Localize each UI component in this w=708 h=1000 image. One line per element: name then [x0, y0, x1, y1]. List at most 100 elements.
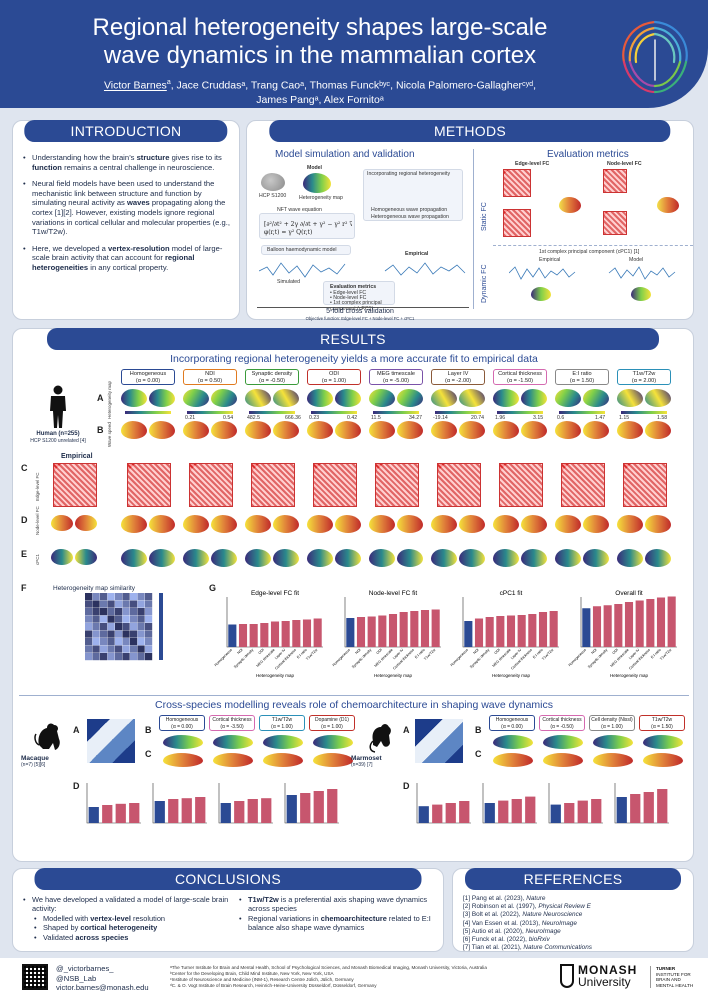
map-name: Homogeneous: [495, 717, 529, 723]
similarity-cell: [100, 593, 108, 601]
tick-label: T1w/T2w: [423, 648, 436, 661]
similarity-cell: [115, 653, 123, 661]
colorbar: [497, 411, 543, 414]
map-alpha: (α = -0.50): [550, 724, 574, 730]
cpc1-brain-4: [369, 549, 395, 567]
edge-fc-matrix-4: [375, 463, 419, 507]
node-fc-brain: [657, 197, 679, 213]
marmoset_maps-brain-1: [543, 735, 583, 749]
heterogeneity-brain-5: [459, 389, 485, 407]
incorporating-label: Incorporating regional heterogeneity: [367, 171, 451, 177]
colorbar-max: 0.54: [223, 415, 234, 421]
similarity-cell: [130, 593, 138, 601]
wave-speed-brain-6: [521, 421, 547, 439]
similarity-cell: [122, 638, 130, 646]
cpc1-empirical: Empirical: [539, 257, 561, 263]
similarity-cell: [145, 608, 153, 616]
tick-label: ODI: [376, 648, 383, 655]
conclusion-sub-2: Shaped by cortical heterogeneity: [23, 923, 233, 933]
first-author[interactable]: Victor Barnes: [103, 79, 167, 92]
marmoset_maps-brain-3: [643, 735, 683, 749]
node-fc-brain-4: [369, 515, 395, 533]
colorbar-max: 666.36: [285, 415, 301, 421]
bar: [564, 803, 575, 823]
empirical-cpc1-brain-2: [75, 549, 97, 565]
marmoset-row-C: C: [475, 749, 482, 759]
tick-label: Synaptic density: [469, 648, 490, 669]
map-alpha: (α = 0.00): [135, 378, 161, 384]
similarity-cell: [122, 630, 130, 638]
reference-item: [5] Autio et al. (2020), NeuroImage: [463, 927, 561, 935]
tick-label: Homogeneous: [214, 648, 234, 668]
marmoset-similarity-matrix: [415, 719, 463, 763]
marmoset_maps-tag-1: Cortical thickness (α = -0.50): [539, 715, 585, 731]
similarity-cell: [100, 630, 108, 638]
marmoset_maps-tag-0: Homogeneous (α = 0.00): [489, 715, 535, 731]
authors-line-1: , Jace Cruddasᵃ, Trang Caoᵃ, Thomas Func…: [170, 79, 537, 92]
similarity-cell: [122, 653, 130, 661]
node-fc-brain-2: [245, 515, 271, 533]
chart-axis: [462, 597, 559, 648]
heterogeneity-brain-4: [397, 389, 423, 407]
chart-axis: [226, 597, 323, 648]
cpc1-brain-7: [583, 549, 609, 567]
bold-signal-traces: [259, 262, 466, 278]
reference-item: [2] Robinson et al. (1997), Physical Rev…: [463, 903, 591, 911]
monash-crest-icon: [560, 964, 574, 988]
bar: [624, 602, 634, 647]
similarity-cell: [107, 645, 115, 653]
methods-right-title: Evaluation metrics: [547, 149, 629, 160]
similarity-cell: [115, 593, 123, 601]
references-panel: REFERENCES [1] Pang et al. (2023), Natur…: [452, 868, 694, 952]
similarity-cell: [122, 608, 130, 616]
results-panel: RESULTS Incorporating regional heterogen…: [12, 328, 694, 862]
hetero-map-thumb: [303, 173, 331, 193]
introduction-panel: INTRODUCTION Understanding how the brain…: [12, 120, 240, 320]
reference-item: [6] Funck et al. (2022), bioRxiv: [463, 936, 550, 944]
reference-item: [1] Pang et al. (2023), Nature: [463, 895, 546, 902]
edge-fc-matrix-7: [561, 463, 605, 507]
similarity-cell: [115, 600, 123, 608]
edge-fc-matrix-2: [251, 463, 295, 507]
similarity-cell: [92, 638, 100, 646]
bar: [431, 609, 440, 647]
bar: [228, 624, 237, 647]
similarity-cell: [115, 630, 123, 638]
bar: [445, 803, 456, 823]
cpc1-brain-2: [245, 549, 271, 567]
similarity-cell: [107, 638, 115, 646]
macaque_maps-brain-3: [313, 753, 353, 767]
twitter-handle-1[interactable]: @_victorbarnes_: [56, 964, 114, 973]
monash-logo: MONASH University: [578, 963, 638, 989]
colorbar: [435, 411, 481, 414]
methods-heading: METHODS: [269, 120, 671, 142]
tick-label: Synaptic density: [587, 648, 608, 669]
bar: [356, 617, 366, 647]
marmoset-label: Marmoset: [351, 755, 382, 762]
twitter-handle-2[interactable]: @NSB_Lab: [56, 973, 97, 983]
wave-speed-brain-5: [459, 421, 485, 439]
similarity-cell: [92, 600, 100, 608]
edge-fc-matrix-8: [623, 463, 667, 507]
similarity-cell: [145, 630, 153, 638]
bar: [115, 803, 126, 823]
edge-fc-matrix-5: [437, 463, 481, 507]
similarity-cell: [85, 608, 93, 616]
bar: [420, 610, 430, 647]
bar: [292, 620, 301, 647]
macaque-row-C: C: [145, 749, 152, 759]
cpc1-brain-1: [211, 549, 237, 567]
heterogeneity-brain-8: [645, 389, 671, 407]
bar: [485, 617, 494, 647]
chart-title: Node-level FC fit: [369, 590, 418, 597]
cpc1-model: Model: [629, 257, 644, 263]
node-fc-brain-1: [211, 515, 237, 533]
qr-code-icon[interactable]: [22, 964, 48, 990]
simulated-label: Simulated: [277, 279, 301, 285]
email-link[interactable]: victor.barnes@monash.edu: [56, 983, 149, 993]
tick-label: T1w/T2w: [305, 648, 318, 661]
map-tag-0: Homogeneous (α = 0.00): [121, 369, 175, 385]
similarity-cell: [137, 653, 145, 661]
bar: [525, 796, 536, 823]
empirical-label: Empirical: [405, 251, 429, 257]
